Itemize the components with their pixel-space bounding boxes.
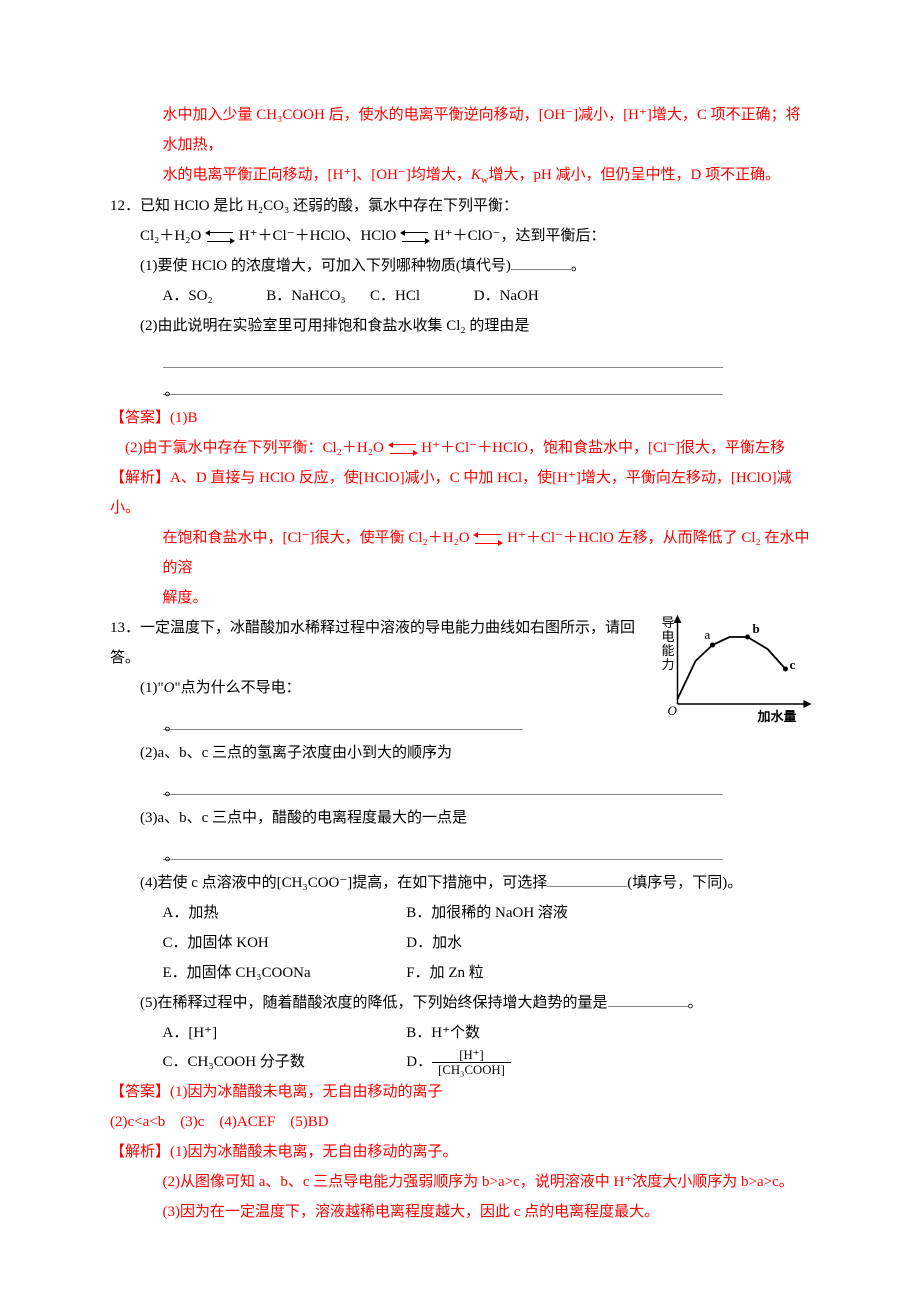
q13-p5b: 。 [688,995,703,1011]
q13-p4: (4)若使 c 点溶液中的[CH₃COO⁻]提高，在如下措施中，可选择 (填序号，… [110,868,810,898]
fraction-den: [CH₃COOH] [432,1063,511,1077]
answer-label: 【答案】 [110,1084,170,1100]
option-D: D．NaOH [474,281,574,311]
curve-line [678,637,786,699]
q12-expl-a: A、D 直接与 HClO 反应，使[HClO]减小，C 中加 HCl，使[H⁺]… [110,470,792,516]
q12-expl-b: 在饱和食盐水中，[Cl⁻]很大，使平衡 Cl₂＋H₂O H⁺＋Cl⁻＋HClO … [110,523,810,583]
q12-ans-p1: (1)B [170,410,198,426]
q12-eq-right-b: H⁺＋ClO⁻，达到平衡后： [434,228,606,244]
q13-p1b: "点为什么不导电： [174,680,300,696]
q13-p4-options-3: E．加固体 CH₃COONa F．加 Zn 粒 [110,958,810,988]
y-axis-arrow-icon [674,615,682,623]
q13-ans-rest: (2)c<a<b (3)c (4)ACEF (5)BD [110,1107,810,1137]
blank-fill-line[interactable] [163,776,723,795]
blank-fill[interactable] [608,991,688,1007]
prev-expl-l2b: 增大，pH 减小，但仍呈中性，D 项不正确。 [488,167,780,183]
prev-expl-l2a: 水的电离平衡正向移动，[H⁺]、[OH⁻]均增大， [163,167,471,183]
option-A: A．[H⁺] [163,1018,403,1048]
q13: 导电能力 a b c O 加水量 13．一定温度下，冰醋酸加水稀释过程中溶液的导… [110,613,810,1227]
option-F: F．加 Zn 粒 [406,958,484,988]
option-D: D．[H⁺][CH₃COOH] [406,1048,511,1077]
option-C: C．HCl [370,281,470,311]
explanation-label: 【解析】 [110,1144,170,1160]
q12-p1-text: (1)要使 HClO 的浓度增大，可加入下列哪种物质(填代号) [140,258,511,274]
q13-p2: (2)a、b、c 三点的氢离子浓度由小到大的顺序为 [110,738,810,768]
q12-p1-tail: 。 [571,258,586,274]
option-B: B．NaHCO₃ [266,281,366,311]
q13-p3: (3)a、b、c 三点中，醋酸的电离程度最大的一点是 [110,803,810,833]
fraction-num: [H⁺] [432,1048,511,1063]
q12-expl-b1: 在饱和食盐水中，[Cl⁻]很大，使平衡 Cl₂＋H₂O [163,530,470,546]
option-E: E．加固体 CH₃COONa [163,958,403,988]
fraction: [H⁺][CH₃COOH] [432,1048,511,1077]
q13-p5: (5)在稀释过程中，随着醋酸浓度的降低，下列始终保持增大趋势的量是 。 [110,988,810,1018]
q13-p5-options: A．[H⁺] B．H⁺个数 [110,1018,810,1048]
option-C: C．CH₃COOH 分子数 [163,1052,403,1073]
answer-label: 【答案】 [110,410,170,426]
q13-p4-options-2: C．加固体 KOH D．加水 [110,928,810,958]
q12-explanation: 【解析】A、D 直接与 HClO 反应，使[HClO]减小，C 中加 HCl，使… [110,463,810,523]
q13-number: 13． [110,620,140,636]
q13-p1-O: O [164,680,175,696]
conductivity-curve-chart: 导电能力 a b c O 加水量 [655,609,830,729]
prev-explanation-line1: 水中加入少量 CH₃COOH 后，使水的电离平衡逆向移动，[OH⁻]减小，[H⁺… [110,100,810,160]
blank-fill[interactable] [511,254,571,270]
q13-expl-3: (3)因为在一定温度下，溶液越稀电离程度越大，因此 c 点的电离程度最大。 [110,1197,810,1227]
option-A: A．SO₂ [163,281,263,311]
q12-answer: 【答案】(1)B [110,403,810,433]
q13-ans-p1: (1)因为冰醋酸未电离，无自由移动的离子 [170,1084,443,1100]
q12: 12．已知 HClO 是比 H₂CO₃ 还弱的酸，氯水中存在下列平衡： Cl₂＋… [110,191,810,613]
point-a-marker [710,643,715,648]
point-a-label: a [705,627,711,642]
q12-ans-p2a: (2)由于氯水中存在下列平衡：Cl₂＋H₂O [125,440,384,456]
q12-eq-left-a: Cl₂＋H₂O [140,228,201,244]
option-B: B．加很稀的 NaOH 溶液 [406,898,568,928]
option-D-prefix: D． [406,1054,432,1070]
q12-p2: (2)由此说明在实验室里可用排饱和食盐水收集 Cl₂ 的理由是 [110,311,810,341]
y-axis-label: 导电能力 [662,615,675,672]
point-b-marker [745,635,750,640]
prev-explanation-line2: 水的电离平衡正向移动，[H⁺]、[OH⁻]均增大，Kw增大，pH 减小，但仍呈中… [110,160,810,191]
explanation-label: 【解析】 [110,470,170,486]
kw-symbol: K [471,167,481,183]
q12-ans-p2: (2)由于氯水中存在下列平衡：Cl₂＋H₂O H⁺＋Cl⁻＋HClO，饱和食盐水… [110,433,810,463]
x-axis-label: 加水量 [757,709,797,724]
svg-text:导电能力: 导电能力 [662,615,675,672]
blank-fill-line[interactable] [163,711,523,730]
q13-expl-2: (2)从图像可知 a、b、c 三点导电能力强弱顺序为 b>a>c，说明溶液中 H… [110,1167,810,1197]
origin-label: O [668,703,678,718]
q13-answer: 【答案】(1)因为冰醋酸未电离，无自由移动的离子 [110,1077,810,1107]
point-b-label: b [753,621,760,636]
option-D: D．加水 [406,928,462,958]
q13-stem-text: 一定温度下，冰醋酸加水稀释过程中溶液的导电能力曲线如右图所示，请回答。 [110,620,635,666]
q12-stem-a: 已知 HClO 是比 H₂CO₃ 还弱的酸，氯水中存在下列平衡： [140,198,518,214]
point-c-label: c [790,657,796,672]
q13-explanation: 【解析】(1)因为冰醋酸未电离，无自由移动的离子。 [110,1137,810,1167]
q13-p5-options-2: C．CH₃COOH 分子数 D．[H⁺][CH₃COOH] [110,1048,810,1077]
x-axis-arrow-icon [804,700,812,708]
q13-p4-options: A．加热 B．加很稀的 NaOH 溶液 [110,898,810,928]
blank-fill-line[interactable] [163,841,723,860]
q13-p4a: (4)若使 c 点溶液中的[CH₃COO⁻]提高，在如下措施中，可选择 [140,875,547,891]
q12-p1: (1)要使 HClO 的浓度增大，可加入下列哪种物质(填代号) 。 [110,251,810,281]
q13-p1a: (1)" [140,680,164,696]
q12-stem-line1: 12．已知 HClO 是比 H₂CO₃ 还弱的酸，氯水中存在下列平衡： [110,191,810,221]
option-C: C．加固体 KOH [163,928,403,958]
q12-ans-p2b: H⁺＋Cl⁻＋HClO，饱和食盐水中，[Cl⁻]很大，平衡左移 [421,440,785,456]
blank-fill-line[interactable] [163,349,723,368]
q12-number: 12． [110,198,140,214]
blank-fill-line[interactable] [163,376,723,395]
option-B: B．H⁺个数 [406,1018,480,1048]
q13-p5a: (5)在稀释过程中，随着醋酸浓度的降低，下列始终保持增大趋势的量是 [140,995,608,1011]
point-c-marker [783,667,788,672]
q12-equation-line: Cl₂＋H₂O H⁺＋Cl⁻＋HClO、HClO H⁺＋ClO⁻，达到平衡后： [110,221,810,251]
q13-expl-1: (1)因为冰醋酸未电离，无自由移动的离子。 [170,1144,458,1160]
option-A: A．加热 [163,898,403,928]
q13-p4b: (填序号，下同)。 [627,875,742,891]
blank-fill[interactable] [547,871,627,887]
q12-options: A．SO₂ B．NaHCO₃ C．HCl D．NaOH [110,281,810,311]
q12-eq-right-a: H⁺＋Cl⁻＋HClO、HClO [239,228,397,244]
